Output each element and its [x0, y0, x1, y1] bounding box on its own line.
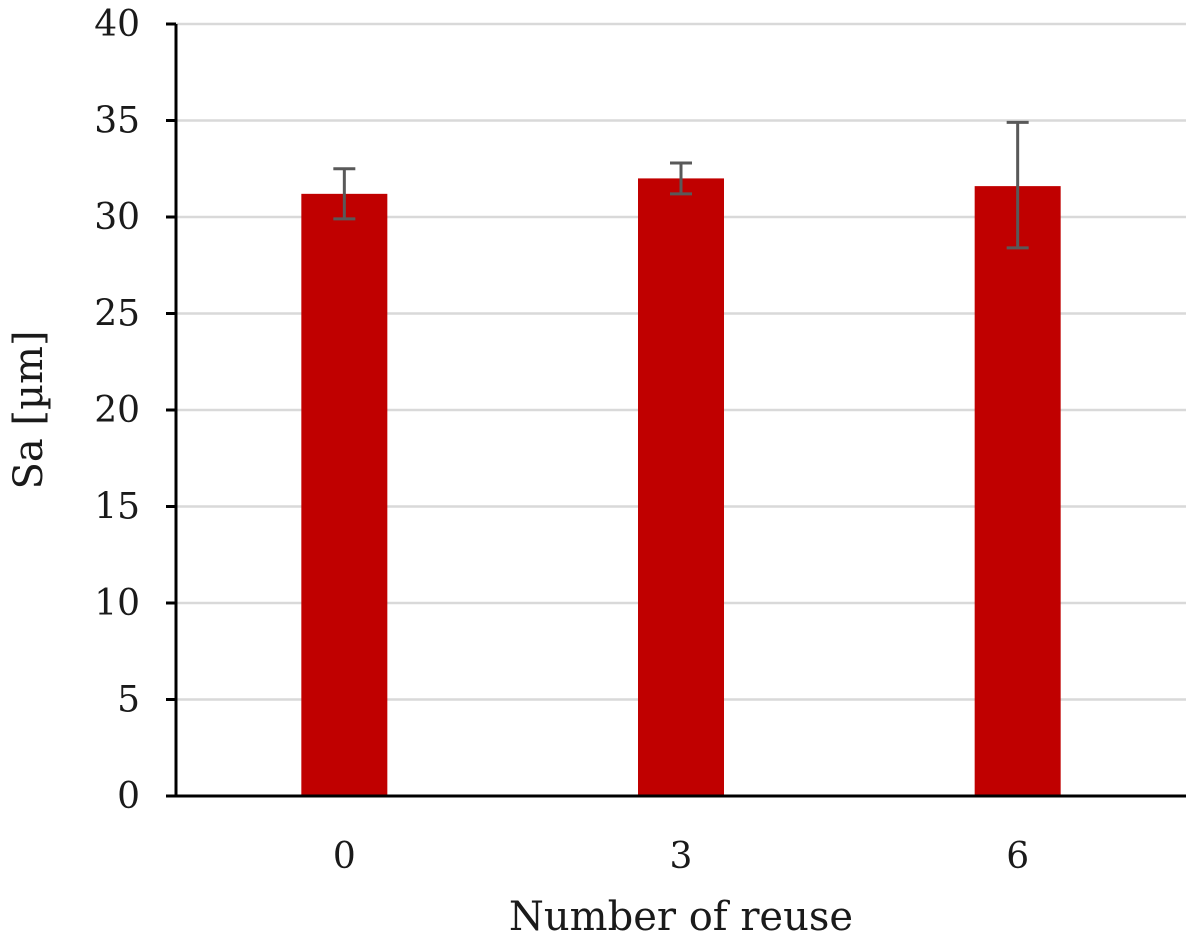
- error-bar: [670, 161, 692, 196]
- y-tick-label: 20: [94, 390, 140, 431]
- y-axis-title: Sa [µm]: [6, 330, 52, 489]
- bar: [974, 186, 1061, 796]
- y-tick-label: 15: [94, 487, 140, 528]
- bars: [301, 178, 1061, 797]
- y-tick-label: 0: [117, 776, 140, 817]
- error-bar: [333, 167, 356, 221]
- x-tick-label: 6: [1006, 836, 1029, 877]
- error-bars: [333, 120, 1029, 250]
- error-bar: [1006, 120, 1029, 250]
- y-tick-label: 5: [117, 680, 140, 721]
- x-tick-label: 0: [333, 836, 356, 877]
- bar: [638, 178, 724, 796]
- y-tick-label: 10: [94, 583, 140, 624]
- y-tick-label: 30: [94, 197, 140, 238]
- axes: [166, 22, 1186, 798]
- x-tick-label: 3: [670, 836, 693, 877]
- bar: [301, 193, 388, 797]
- x-axis-title: Number of reuse: [509, 894, 853, 940]
- y-tick-label: 35: [94, 101, 140, 142]
- y-tick-label: 40: [94, 4, 140, 45]
- x-tick-labels: 0 3 6: [333, 836, 1029, 877]
- y-tick-labels: 0 5 10 15 20 25 30 35 40: [94, 4, 140, 817]
- y-tick-label: 25: [94, 294, 140, 335]
